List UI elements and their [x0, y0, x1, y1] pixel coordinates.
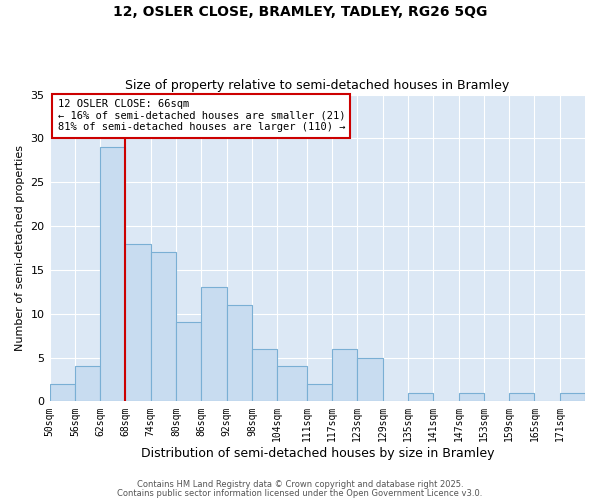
Bar	[332, 348, 358, 402]
Bar	[509, 392, 535, 402]
Bar	[75, 366, 100, 402]
Title: Size of property relative to semi-detached houses in Bramley: Size of property relative to semi-detach…	[125, 79, 509, 92]
Bar	[560, 392, 585, 402]
Y-axis label: Number of semi-detached properties: Number of semi-detached properties	[15, 145, 25, 351]
Bar	[307, 384, 332, 402]
Text: Contains HM Land Registry data © Crown copyright and database right 2025.: Contains HM Land Registry data © Crown c…	[137, 480, 463, 489]
Bar	[358, 358, 383, 402]
Bar	[277, 366, 307, 402]
Bar	[125, 244, 151, 402]
Text: 12 OSLER CLOSE: 66sqm
← 16% of semi-detached houses are smaller (21)
81% of semi: 12 OSLER CLOSE: 66sqm ← 16% of semi-deta…	[58, 99, 345, 132]
Bar	[458, 392, 484, 402]
Bar	[176, 322, 202, 402]
Bar	[50, 384, 75, 402]
Bar	[227, 305, 252, 402]
X-axis label: Distribution of semi-detached houses by size in Bramley: Distribution of semi-detached houses by …	[140, 447, 494, 460]
Bar	[151, 252, 176, 402]
Text: 12, OSLER CLOSE, BRAMLEY, TADLEY, RG26 5QG: 12, OSLER CLOSE, BRAMLEY, TADLEY, RG26 5…	[113, 5, 487, 19]
Text: Contains public sector information licensed under the Open Government Licence v3: Contains public sector information licen…	[118, 488, 482, 498]
Bar	[252, 348, 277, 402]
Bar	[202, 288, 227, 402]
Bar	[100, 147, 125, 402]
Bar	[408, 392, 433, 402]
